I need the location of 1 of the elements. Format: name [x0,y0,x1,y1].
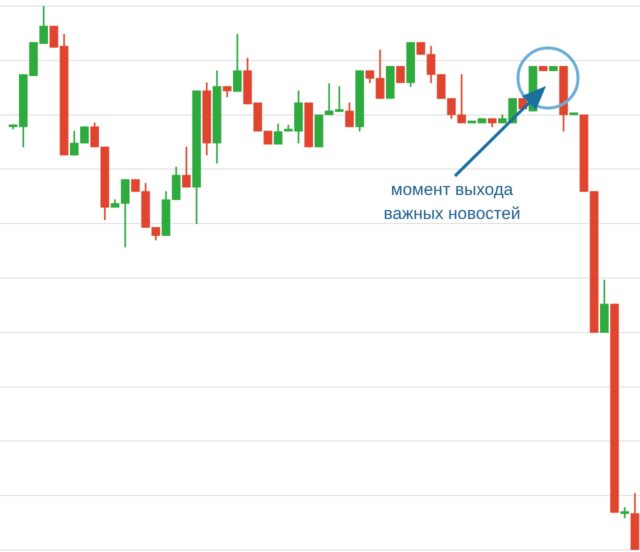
annotation: момент выхода важных новостей [382,179,522,225]
